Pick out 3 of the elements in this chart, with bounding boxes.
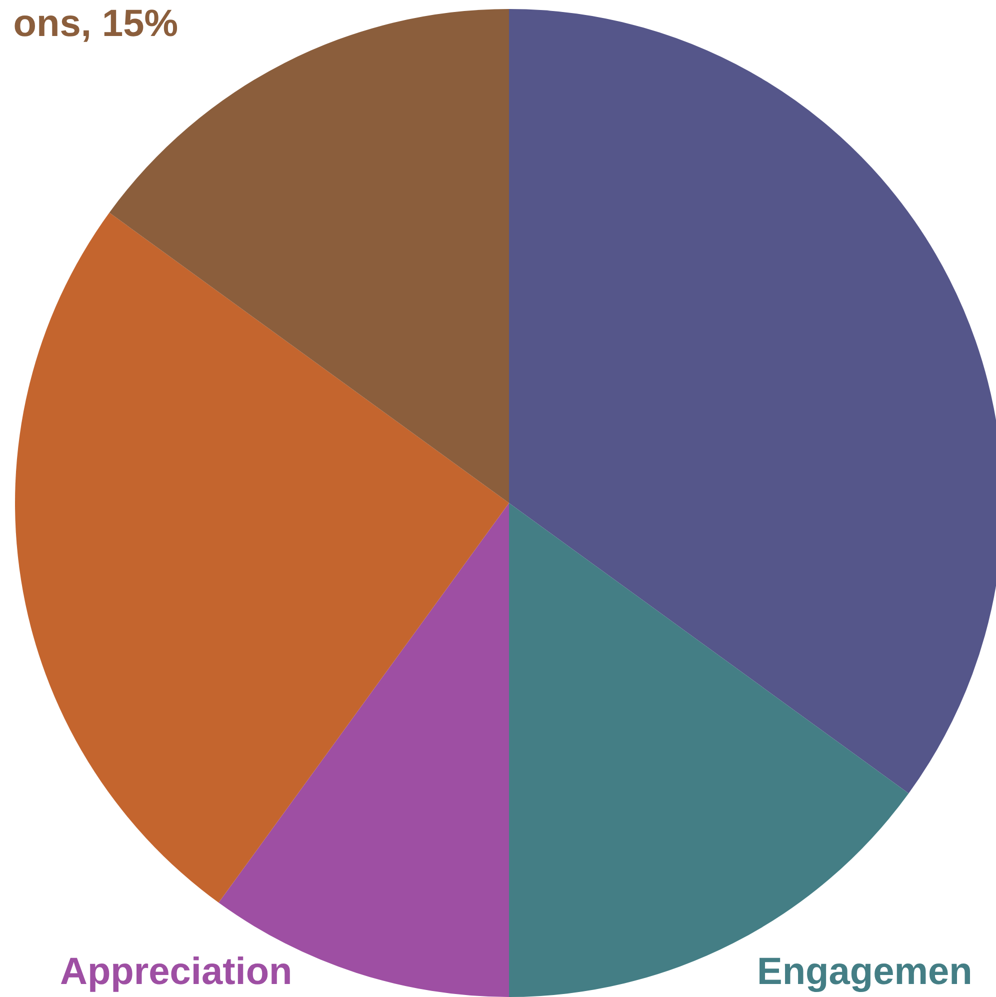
slice-label: ons, 15%	[13, 3, 178, 45]
slice-label: Appreciation	[60, 951, 292, 993]
slice-label: Engagemen	[757, 951, 972, 993]
